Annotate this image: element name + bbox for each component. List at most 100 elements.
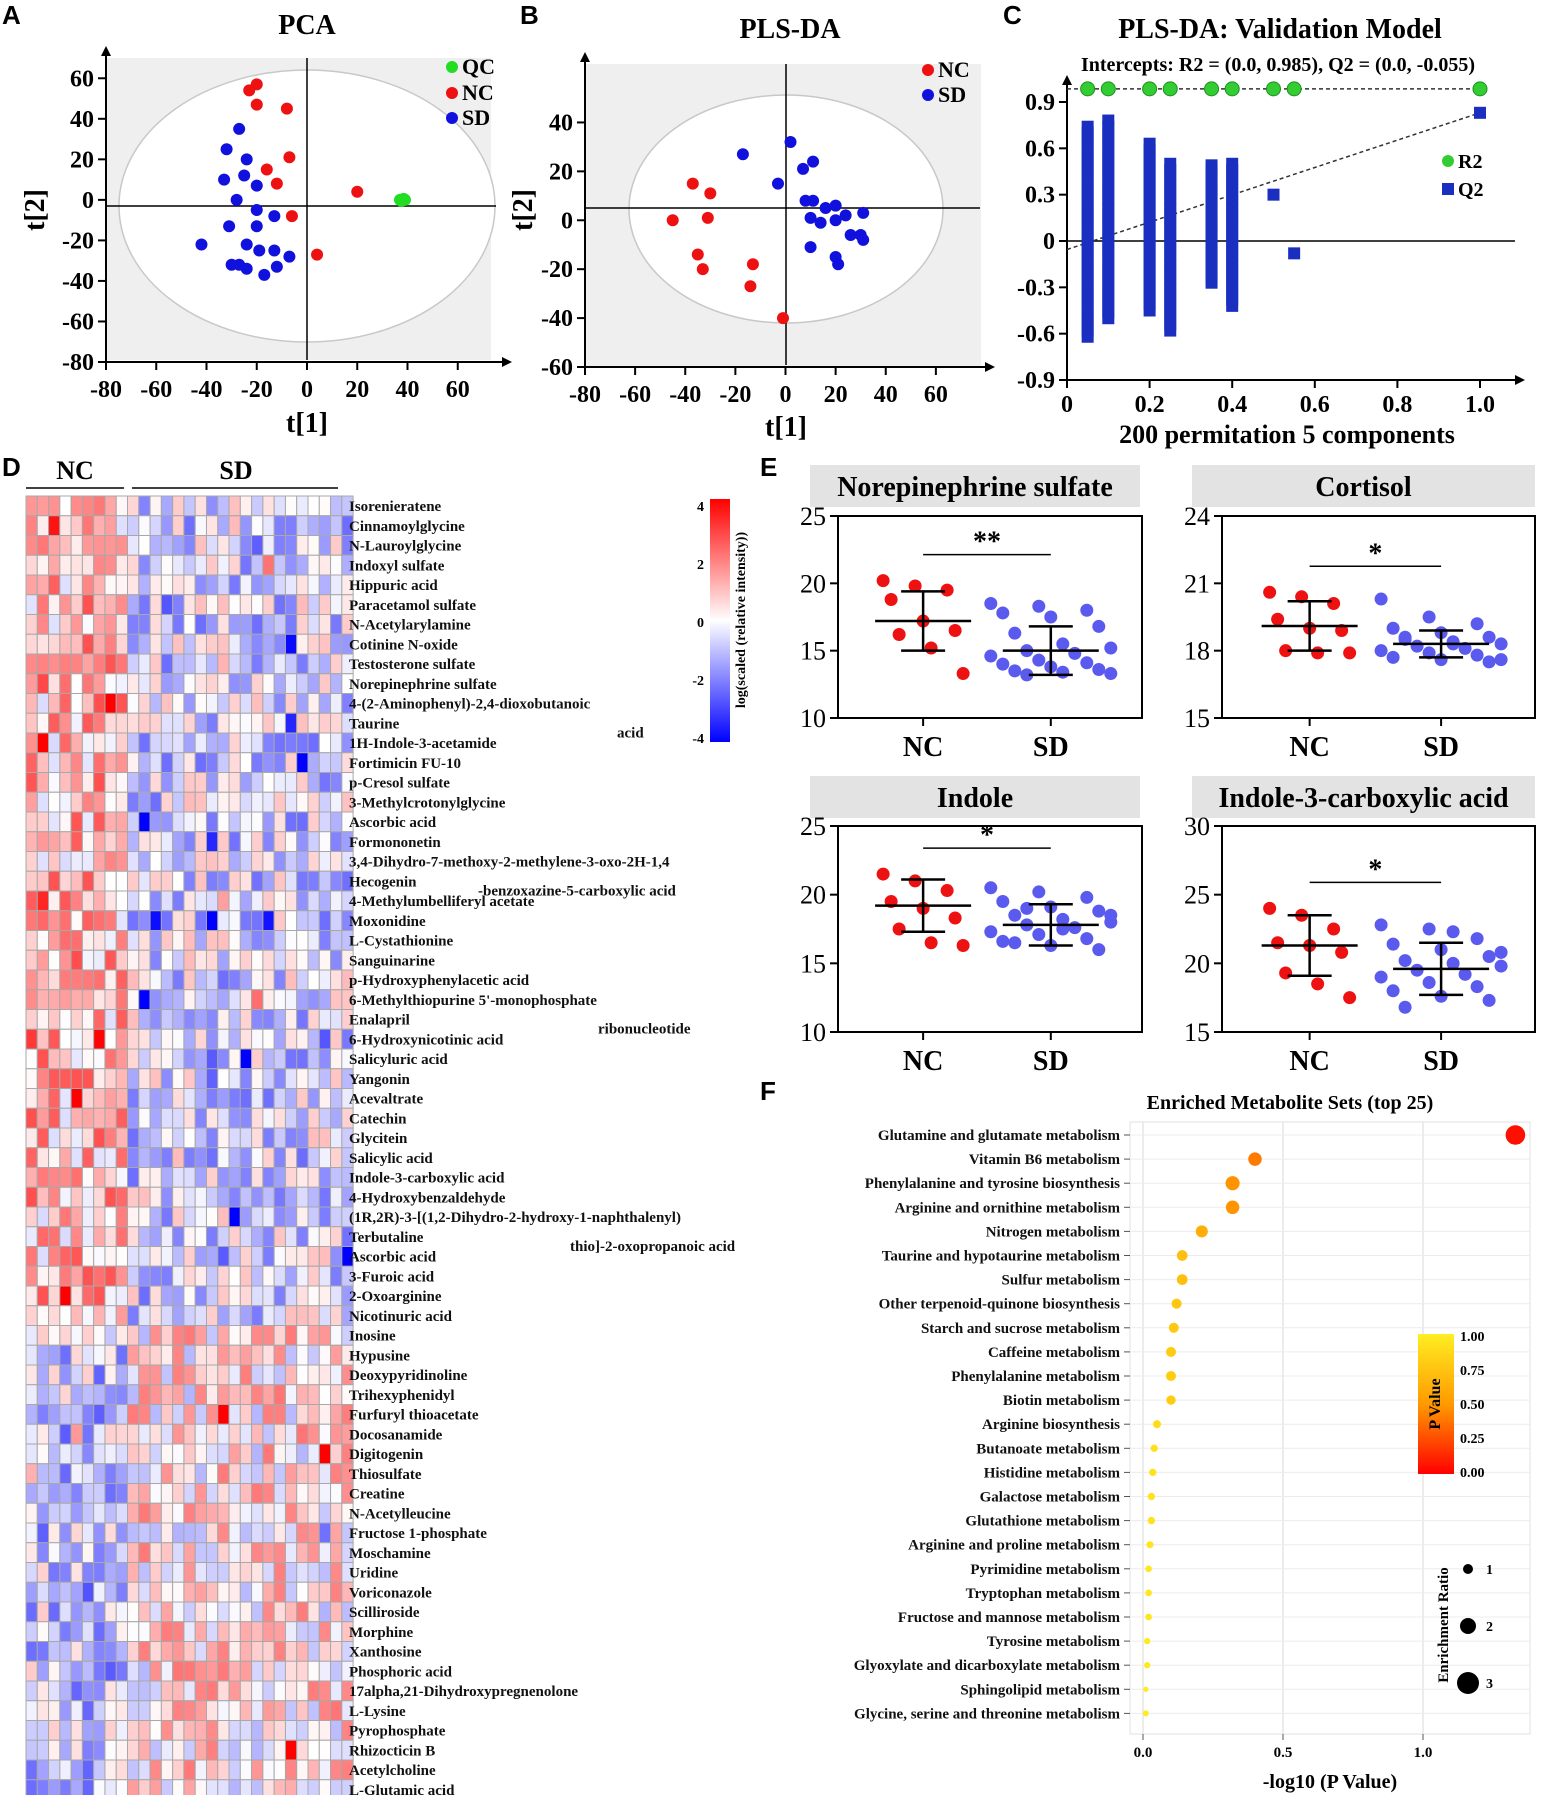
heatmap-cell (25, 1285, 38, 1307)
heatmap-cell (81, 1246, 95, 1267)
heatmap-cell (239, 1581, 253, 1603)
heatmap-cell (296, 535, 309, 556)
heatmap-cell (217, 989, 230, 1010)
heatmap-cell (160, 1246, 174, 1267)
heatmap-cell (296, 1226, 309, 1247)
plsda-point-nc (696, 263, 709, 276)
heatmap-cell (239, 890, 253, 912)
dotplot-frame (1221, 515, 1536, 719)
heatmap-cell (262, 1384, 275, 1405)
dotplot-point-sd (1032, 599, 1046, 613)
heatmap-cell (239, 1147, 253, 1168)
dotplot-point-sd (1422, 922, 1436, 936)
heatmap-cell (138, 1226, 151, 1247)
heatmap-row-label: Yangonin (349, 1072, 411, 1088)
heatmap-cell (36, 1048, 50, 1070)
pca-x-arrow (502, 357, 512, 367)
heatmap-cell (70, 1088, 83, 1109)
heatmap-cell (160, 1088, 174, 1109)
heatmap-cell (115, 1601, 129, 1623)
heatmap-cell (115, 1562, 129, 1583)
heatmap-cell (183, 1463, 196, 1484)
heatmap-cell (194, 1364, 207, 1386)
heatmap-cell (217, 1522, 230, 1544)
heatmap-cell (284, 1423, 298, 1445)
heatmap-cell (296, 1285, 309, 1307)
heatmap-cell (25, 1700, 38, 1721)
heatmap-cell (138, 1404, 151, 1425)
heatmap-cell (81, 1107, 95, 1129)
heatmap-cell (262, 574, 275, 596)
heatmap-cell (205, 1028, 219, 1050)
heatmap-cell (273, 1542, 286, 1563)
enrichment-pathway-label: Caffeine metabolism (988, 1345, 1121, 1361)
heatmap-cell (93, 1759, 106, 1781)
heatmap-cell (104, 870, 117, 892)
heatmap-cell (59, 1107, 72, 1129)
heatmap-cell (194, 1502, 207, 1524)
heatmap-cell (36, 1601, 50, 1623)
heatmap-cell (251, 1364, 264, 1386)
heatmap-cell (284, 1048, 298, 1070)
heatmap-cell (183, 1562, 196, 1583)
heatmap-cell (194, 1779, 207, 1795)
heatmap-cell (228, 1739, 241, 1761)
heatmap-cell (48, 535, 61, 556)
heatmap-cell (205, 1700, 219, 1721)
heatmap-cell (138, 1700, 151, 1721)
heatmap-cell (36, 949, 50, 971)
heatmap-row-label: Taurine (349, 716, 400, 732)
heatmap-cell (307, 732, 320, 754)
heatmap-cell (228, 1581, 241, 1603)
heatmap-cell (160, 890, 174, 912)
dotplot-category-label: NC (903, 732, 943, 763)
heatmap-cell (251, 1068, 264, 1089)
heatmap-cell (307, 870, 320, 892)
heatmap-cell (296, 1246, 309, 1267)
heatmap-cell (262, 930, 275, 951)
heatmap-cell (284, 1542, 298, 1563)
heatmap-cell (228, 535, 241, 556)
heatmap-cell (25, 811, 38, 833)
enrichment-pathway-label: Tryptophan metabolism (966, 1586, 1121, 1602)
heatmap-cell (138, 1009, 151, 1030)
heatmap-cell (138, 1423, 151, 1445)
heatmap-cell (115, 1483, 129, 1504)
heatmap-cell (127, 890, 140, 912)
heatmap-cell (330, 1542, 343, 1563)
heatmap-cell (307, 1443, 320, 1465)
heatmap-cell (70, 1384, 83, 1405)
heatmap-group-sd: SD (219, 456, 252, 485)
heatmap-cell (330, 1088, 343, 1109)
heatmap-cell (239, 1206, 253, 1228)
heatmap-cell (273, 1720, 286, 1741)
heatmap-cell (93, 1384, 106, 1405)
heatmap-cell (36, 1107, 50, 1129)
heatmap-cell (25, 1246, 38, 1267)
heatmap-cell (160, 535, 174, 556)
heatmap-cell (330, 1107, 343, 1129)
heatmap-cell (172, 851, 185, 872)
enrichment-pathway-label: Sulfur metabolism (1002, 1273, 1121, 1289)
heatmap-cell (183, 1068, 196, 1089)
heatmap-row-label: Rhizocticin B (349, 1743, 435, 1759)
heatmap-cell (205, 1107, 219, 1129)
heatmap-cell (36, 831, 50, 852)
heatmap-cell (93, 554, 106, 576)
pca-ytick-label: 20 (70, 147, 94, 173)
plsda-xlabel: t[1] (765, 412, 807, 443)
heatmap-cell (81, 1226, 95, 1247)
heatmap-cell (307, 1739, 320, 1761)
heatmap-cell (25, 1127, 38, 1149)
heatmap-cell (228, 1344, 241, 1366)
heatmap-cell (149, 1404, 162, 1425)
heatmap-cell (194, 1009, 207, 1030)
plsda-point-sd (784, 136, 797, 149)
heatmap-cell (138, 1048, 151, 1070)
heatmap-cell (160, 1167, 174, 1188)
heatmap-cell (194, 1305, 207, 1326)
heatmap-cell (183, 910, 196, 931)
heatmap-cell (160, 1344, 174, 1366)
validation-ytick-label: -0.9 (1017, 368, 1055, 394)
